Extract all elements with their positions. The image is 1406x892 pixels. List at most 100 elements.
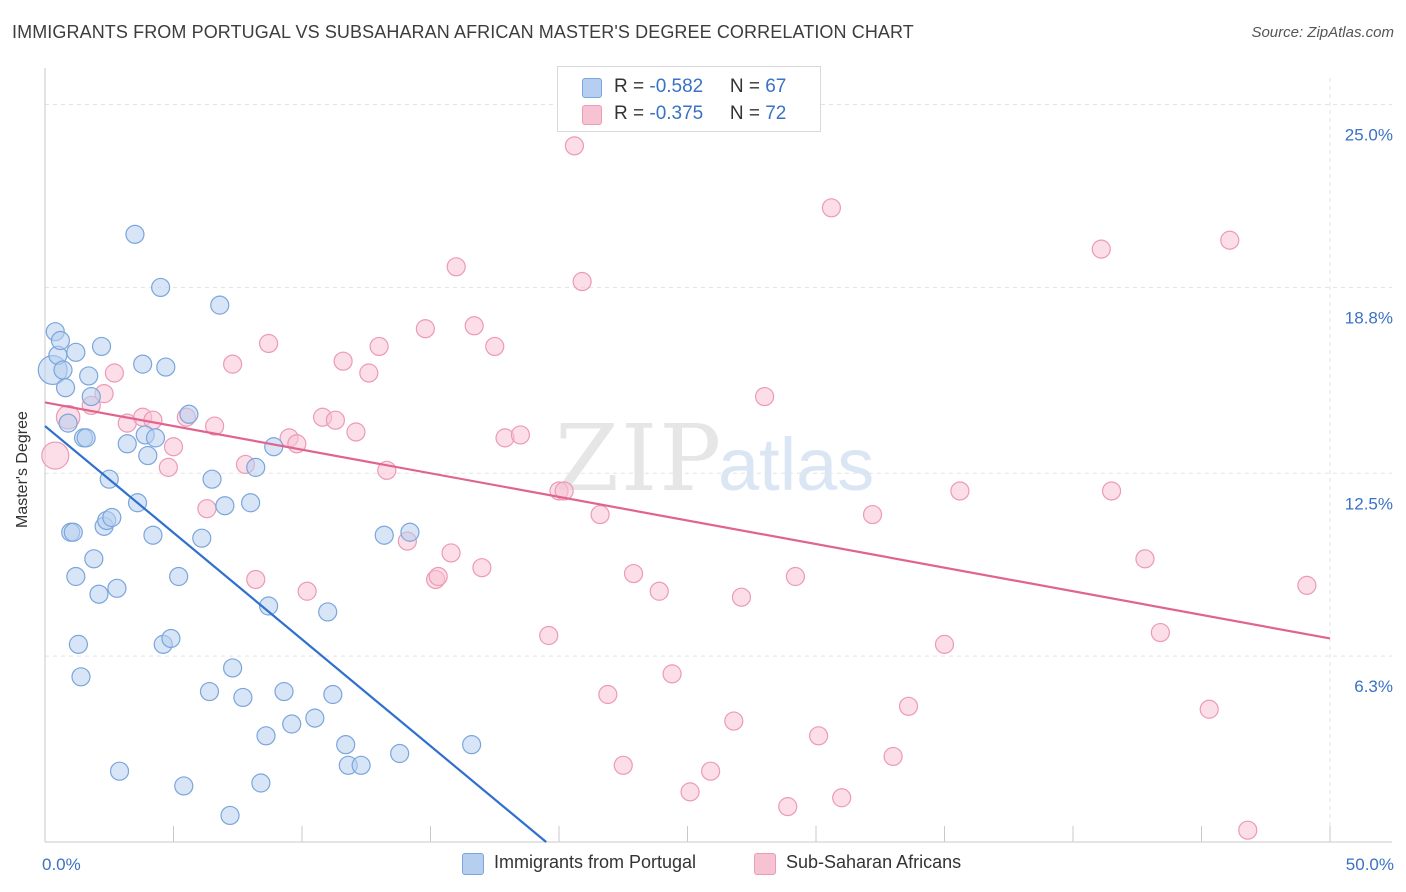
data-point [274, 681, 294, 702]
data-point [104, 363, 124, 383]
data-point [210, 295, 230, 315]
source-label: Source: ZipAtlas.com [1251, 24, 1394, 41]
legend-label: Immigrants from Portugal [494, 852, 697, 872]
data-point [223, 658, 243, 678]
legend-swatch-blue [582, 78, 602, 98]
data-point [754, 386, 775, 407]
data-point [318, 602, 338, 622]
data-point [862, 504, 883, 525]
watermark: ZIP atlas [555, 405, 874, 512]
data-point [934, 634, 955, 654]
data-point [205, 416, 225, 436]
data-point [649, 581, 669, 601]
data-point [199, 681, 220, 702]
data-point [428, 566, 448, 587]
n-value: 67 [765, 76, 787, 97]
data-point [1238, 820, 1258, 840]
data-point [241, 493, 261, 513]
data-point [680, 782, 700, 802]
data-point [76, 428, 96, 448]
data-point [821, 198, 842, 218]
data-point [785, 566, 806, 587]
data-point [613, 755, 633, 775]
data-point [91, 336, 112, 357]
data-point [724, 711, 744, 731]
y-tick-label: 12.5% [1345, 494, 1393, 513]
data-point [400, 522, 420, 542]
data-point [89, 584, 109, 604]
data-point [192, 528, 212, 548]
data-point [323, 684, 343, 705]
data-point [564, 136, 585, 156]
data-point [202, 469, 222, 489]
grid-lines [45, 78, 1392, 842]
data-point [84, 549, 104, 569]
data-point [333, 351, 353, 371]
data-point [464, 316, 484, 336]
data-point [1135, 549, 1155, 569]
watermark-atlas: atlas [718, 423, 874, 506]
data-point [472, 558, 492, 578]
data-point [117, 434, 137, 454]
data-point [158, 457, 178, 477]
watermark-zip: ZIP [555, 405, 723, 512]
data-point [41, 441, 70, 470]
legend-swatch-blue [462, 853, 484, 875]
data-point [1150, 622, 1170, 643]
legend-label: Sub-Saharan Africans [786, 852, 962, 872]
data-point [156, 357, 176, 377]
data-point [169, 566, 189, 587]
data-point [282, 714, 302, 734]
data-point [510, 425, 531, 445]
data-point [441, 543, 461, 563]
data-point [66, 566, 86, 587]
data-point [71, 667, 91, 687]
data-point [351, 755, 371, 775]
data-point [125, 224, 145, 244]
series-portugal-points [37, 224, 482, 826]
series-sub-saharan-points [41, 136, 1317, 840]
data-point [81, 386, 101, 407]
data-point [415, 319, 435, 339]
data-point [539, 625, 559, 646]
data-point [161, 628, 181, 649]
data-point [50, 330, 71, 351]
data-point [138, 445, 158, 466]
data-point [220, 805, 240, 826]
data-point [63, 522, 83, 542]
data-point [223, 354, 243, 374]
data-point [297, 581, 317, 601]
y-tick-label: 6.3% [1354, 677, 1393, 696]
data-point [832, 788, 852, 808]
data-point [145, 428, 166, 448]
data-point [374, 525, 394, 545]
r-value: -0.582 [649, 76, 704, 97]
data-point [53, 360, 73, 380]
data-point [808, 726, 829, 746]
data-point [258, 333, 279, 354]
data-point [107, 578, 127, 598]
data-point [256, 726, 276, 746]
y-tick-label: 25.0% [1345, 126, 1393, 145]
data-point [898, 696, 919, 716]
data-point [133, 354, 153, 374]
data-point [258, 596, 279, 616]
y-tick-label: 18.8% [1345, 308, 1393, 327]
tick-labels: 6.3% 12.5% 18.8% 25.0% 0.0% 50.0% [42, 126, 1394, 874]
trend-line-sub-saharan [44, 401, 1331, 640]
data-point [246, 457, 266, 477]
n-value: 72 [765, 103, 787, 124]
data-point [572, 271, 592, 292]
data-point [1297, 575, 1317, 595]
data-point [598, 684, 618, 705]
data-point [1101, 481, 1122, 501]
data-point [143, 525, 163, 545]
chart-title: IMMIGRANTS FROM PORTUGAL VS SUBSAHARAN A… [12, 22, 914, 42]
data-point [55, 378, 76, 398]
data-point [233, 687, 253, 708]
data-point [950, 481, 970, 501]
data-point [623, 563, 644, 584]
data-point [68, 634, 89, 654]
data-point [731, 587, 752, 607]
